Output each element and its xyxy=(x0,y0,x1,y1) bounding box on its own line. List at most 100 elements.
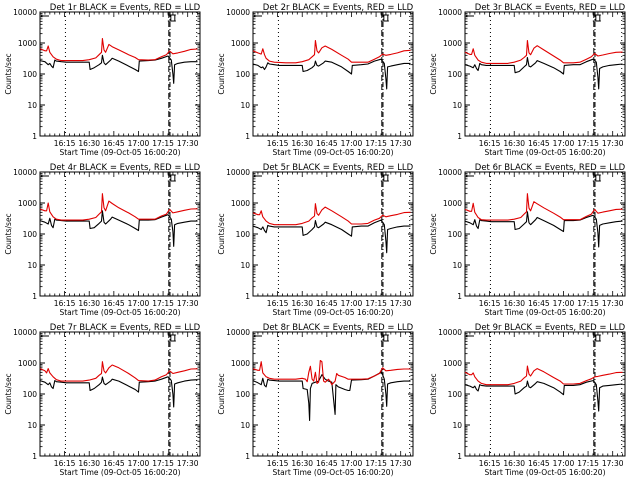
x-tick-label: 17:00 xyxy=(341,139,363,148)
interval-marker xyxy=(380,334,389,342)
y-axis-label: Counts/sec xyxy=(4,53,13,94)
y-axis-label: Counts/sec xyxy=(429,373,438,414)
y-tick-label: 10000 xyxy=(226,168,250,177)
y-tick-label: 1 xyxy=(32,292,37,301)
x-tick-label: 17:30 xyxy=(177,299,199,308)
y-axis-label: Counts/sec xyxy=(429,53,438,94)
y-tick-label: 100 xyxy=(236,230,251,239)
y-tick-label: 100 xyxy=(236,390,251,399)
y-tick-label: 10000 xyxy=(226,328,250,337)
y-tick-label: 1 xyxy=(457,132,462,141)
x-axis-label: Start Time (09-Oct-05 16:00:20) xyxy=(484,468,605,477)
y-tick-label: 1000 xyxy=(231,199,250,208)
x-axis-label: Start Time (09-Oct-05 16:00:20) xyxy=(59,468,180,477)
interval-marker xyxy=(380,174,389,182)
panel-title: Det 8r BLACK = Events, RED = LLD xyxy=(263,323,414,333)
interval-marker xyxy=(592,14,601,22)
x-axis-label: Start Time (09-Oct-05 16:00:20) xyxy=(272,148,393,157)
x-tick-label: 17:00 xyxy=(553,299,575,308)
panel-title: Det 7r BLACK = Events, RED = LLD xyxy=(50,323,201,333)
x-tick-label: 16:30 xyxy=(78,459,100,468)
x-tick-label: 17:15 xyxy=(365,459,387,468)
y-tick-label: 1000 xyxy=(18,359,37,368)
x-tick-label: 16:45 xyxy=(103,299,125,308)
y-tick-label: 10 xyxy=(27,101,37,110)
y-tick-label: 100 xyxy=(448,230,463,239)
x-axis-label: Start Time (09-Oct-05 16:00:20) xyxy=(484,308,605,317)
x-tick-label: 17:15 xyxy=(365,299,387,308)
x-tick-label: 16:45 xyxy=(103,459,125,468)
x-tick-label: 17:15 xyxy=(152,139,174,148)
y-tick-label: 100 xyxy=(448,390,463,399)
x-tick-label: 16:15 xyxy=(479,299,501,308)
series-events xyxy=(252,219,411,254)
y-tick-label: 10000 xyxy=(13,328,37,337)
y-tick-label: 10 xyxy=(452,421,462,430)
panel-title: Det 1r BLACK = Events, RED = LLD xyxy=(50,3,201,13)
y-tick-label: 1000 xyxy=(231,359,250,368)
panel-det-5: Det 5r BLACK = Events, RED = LLD 1 10 100 10… xyxy=(217,163,414,317)
series-lld xyxy=(464,39,623,64)
y-tick-label: 1 xyxy=(245,292,250,301)
y-tick-label: 1000 xyxy=(231,39,250,48)
x-tick-label: 16:30 xyxy=(503,459,525,468)
series-events xyxy=(39,376,198,408)
x-tick-label: 17:15 xyxy=(365,139,387,148)
y-tick-label: 1 xyxy=(32,132,37,141)
y-tick-label: 10000 xyxy=(226,8,250,17)
y-tick-label: 1000 xyxy=(18,199,37,208)
y-tick-label: 1 xyxy=(457,452,462,461)
series-lld xyxy=(464,365,623,386)
x-tick-label: 17:30 xyxy=(602,139,624,148)
plot-frame xyxy=(464,331,626,457)
series-events xyxy=(39,54,198,84)
panel-det-7: Det 7r BLACK = Events, RED = LLD 1 10 100 10… xyxy=(4,323,201,477)
x-axis-label: Start Time (09-Oct-05 16:00:20) xyxy=(59,308,180,317)
x-tick-label: 17:00 xyxy=(341,299,363,308)
panel-det-6: Det 6r BLACK = Events, RED = LLD 1 10 100 10… xyxy=(429,163,626,317)
y-tick-label: 10000 xyxy=(438,328,462,337)
y-tick-label: 10 xyxy=(452,261,462,270)
x-tick-label: 16:30 xyxy=(291,299,313,308)
plot-frame xyxy=(39,171,201,297)
x-tick-label: 17:00 xyxy=(341,459,363,468)
series-lld xyxy=(252,203,411,226)
interval-marker xyxy=(167,14,176,22)
x-tick-label: 17:00 xyxy=(128,139,150,148)
plot-frame xyxy=(39,331,201,457)
y-tick-label: 1000 xyxy=(443,39,462,48)
y-tick-label: 10 xyxy=(452,101,462,110)
x-tick-label: 16:15 xyxy=(267,299,289,308)
y-tick-label: 100 xyxy=(23,70,38,79)
x-tick-label: 16:30 xyxy=(291,139,313,148)
interval-marker xyxy=(592,174,601,182)
x-axis-label: Start Time (09-Oct-05 16:00:20) xyxy=(59,148,180,157)
x-tick-label: 17:30 xyxy=(390,299,412,308)
panel-title: Det 6r BLACK = Events, RED = LLD xyxy=(475,163,626,173)
x-tick-label: 17:00 xyxy=(128,459,150,468)
series-lld xyxy=(252,39,411,64)
x-axis-label: Start Time (09-Oct-05 16:00:20) xyxy=(484,148,605,157)
x-tick-label: 16:30 xyxy=(78,139,100,148)
x-tick-label: 17:00 xyxy=(128,299,150,308)
y-tick-label: 10000 xyxy=(438,168,462,177)
x-tick-label: 16:15 xyxy=(54,299,76,308)
y-tick-label: 10 xyxy=(240,101,250,110)
y-tick-label: 1 xyxy=(32,452,37,461)
y-tick-label: 1 xyxy=(457,292,462,301)
y-tick-label: 10000 xyxy=(438,8,462,17)
y-tick-label: 1000 xyxy=(443,359,462,368)
x-tick-label: 17:15 xyxy=(152,299,174,308)
series-events xyxy=(252,371,411,422)
y-tick-label: 1000 xyxy=(443,199,462,208)
series-events xyxy=(464,211,623,248)
x-tick-label: 16:15 xyxy=(54,459,76,468)
y-tick-label: 1000 xyxy=(18,39,37,48)
x-tick-label: 16:15 xyxy=(54,139,76,148)
x-tick-label: 17:00 xyxy=(553,139,575,148)
series-events xyxy=(464,56,623,90)
x-tick-label: 17:15 xyxy=(577,139,599,148)
panel-title: Det 9r BLACK = Events, RED = LLD xyxy=(475,323,626,333)
x-axis-label: Start Time (09-Oct-05 16:00:20) xyxy=(272,468,393,477)
series-events xyxy=(39,210,198,247)
